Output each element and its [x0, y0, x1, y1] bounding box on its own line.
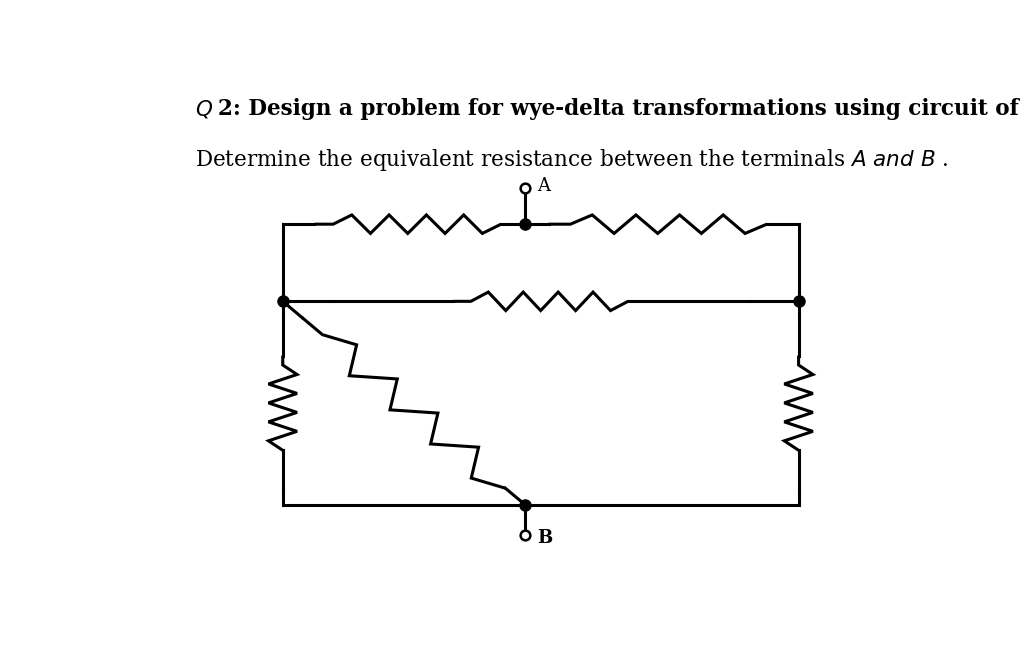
Text: Determine the equivalent resistance between the terminals $\it{A}$ $\it{and}$ $\: Determine the equivalent resistance betw… — [196, 147, 949, 173]
Text: B: B — [537, 529, 552, 547]
Text: 2: Design a problem for wye-delta transformations using circuit of Fig. then: 2: Design a problem for wye-delta transf… — [218, 98, 1024, 120]
Text: $\it{Q}$: $\it{Q}$ — [196, 98, 214, 120]
Text: A: A — [537, 176, 550, 194]
